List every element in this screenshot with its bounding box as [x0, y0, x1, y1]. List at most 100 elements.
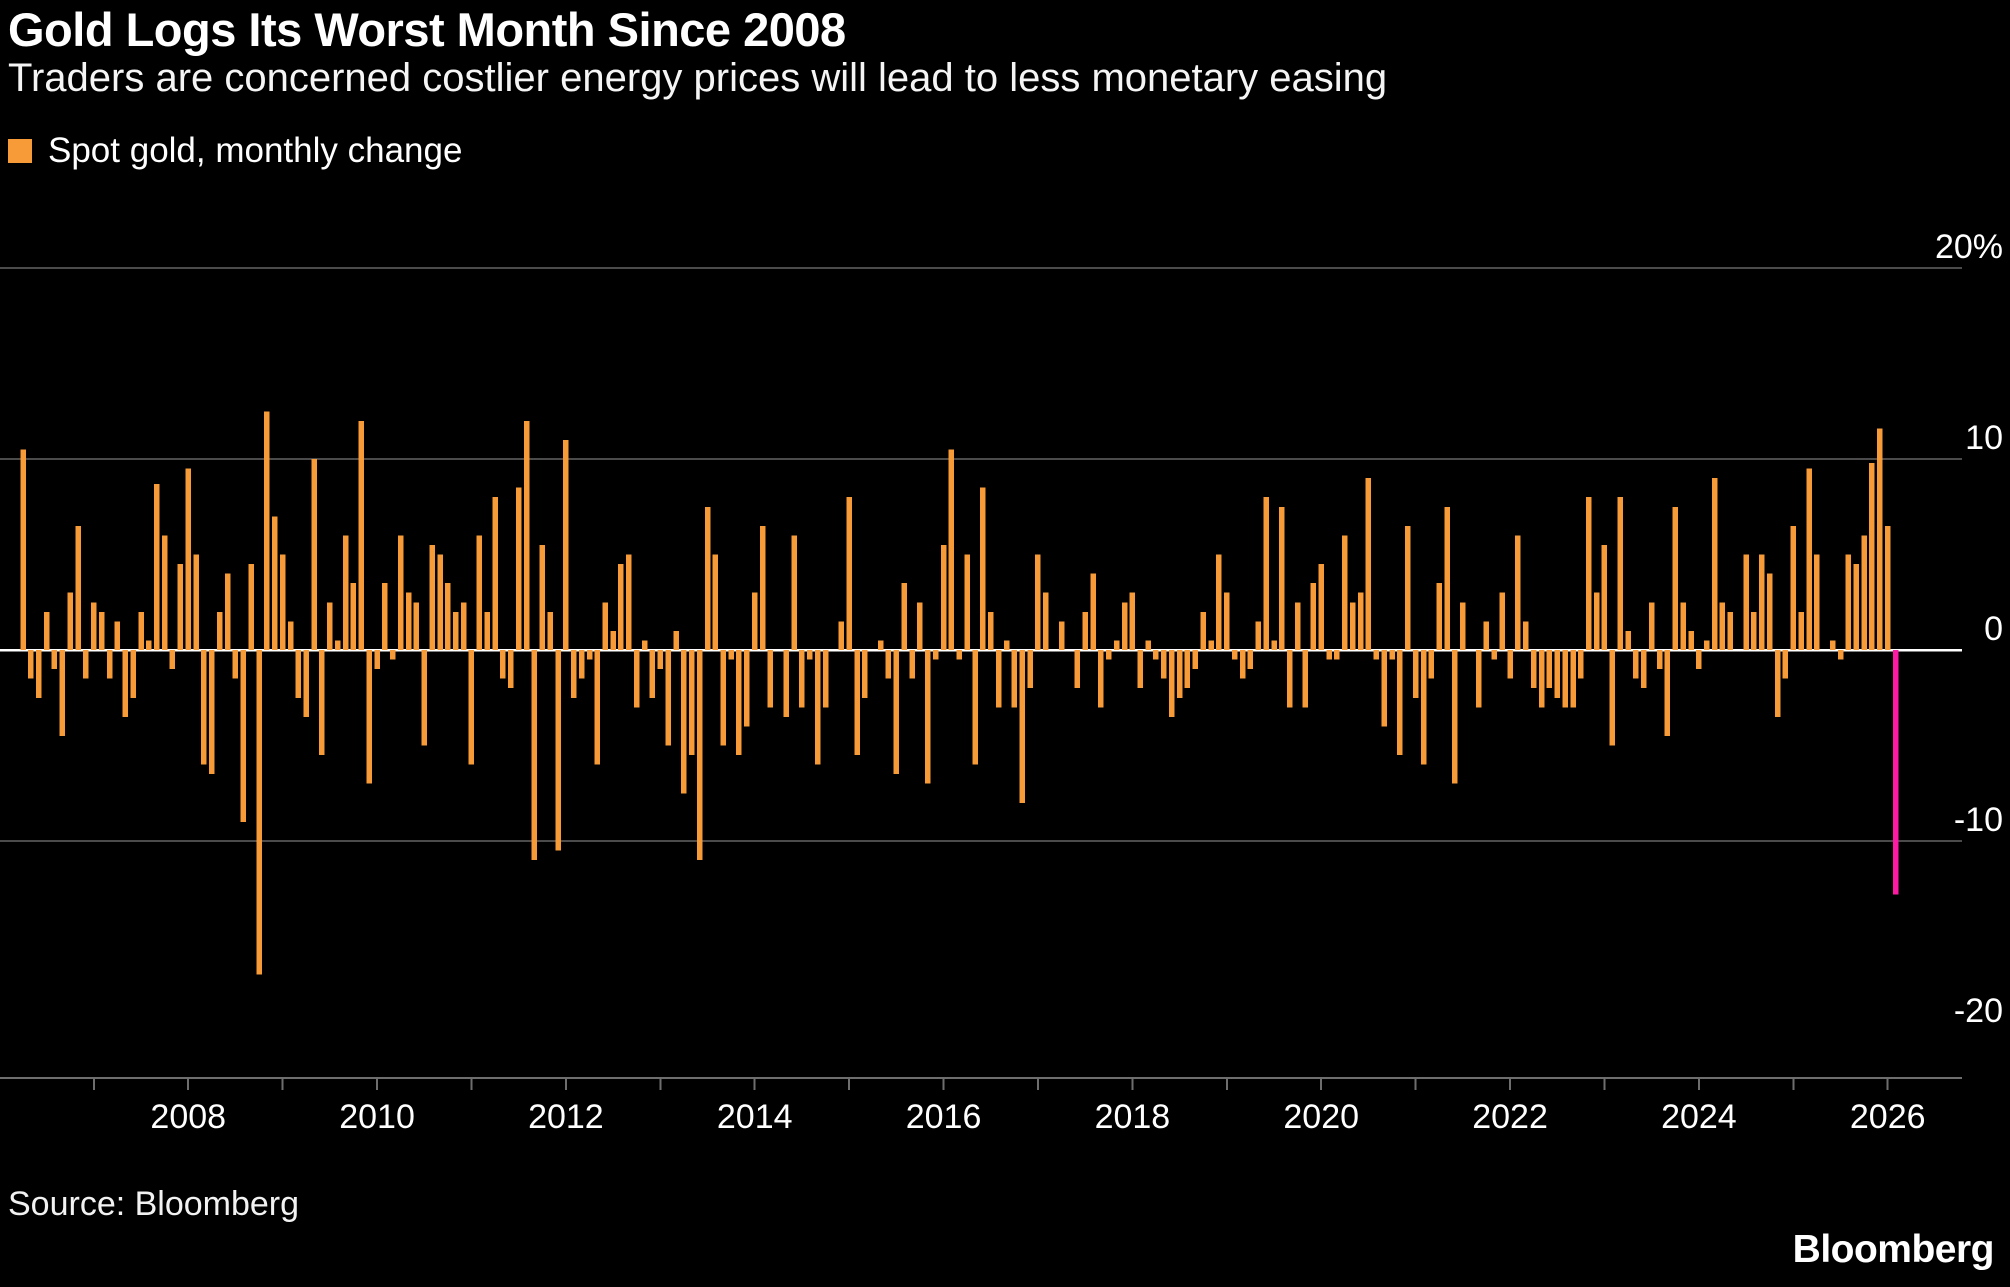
bar: [681, 650, 687, 794]
bar: [1507, 650, 1513, 679]
bar: [689, 650, 695, 756]
bar: [1538, 650, 1545, 708]
bar: [1798, 611, 1804, 650]
bar: [1704, 640, 1710, 650]
bar: [1554, 650, 1561, 698]
x-axis-label: 2016: [906, 1098, 982, 1136]
bar: [940, 544, 947, 650]
bar: [704, 506, 711, 650]
bar: [980, 487, 986, 650]
bar: [248, 564, 254, 650]
bar: [460, 602, 467, 650]
bar: [1475, 650, 1482, 708]
bar: [1688, 630, 1694, 650]
bar: [1869, 462, 1875, 650]
bar: [1326, 650, 1332, 660]
bar: [28, 650, 34, 679]
bar: [1153, 650, 1159, 660]
bar: [193, 554, 199, 650]
bar: [256, 650, 262, 975]
x-axis-label: 2012: [528, 1098, 604, 1136]
bar: [279, 554, 286, 650]
bar: [1751, 611, 1757, 650]
bar: [201, 650, 207, 765]
bar: [1318, 564, 1324, 650]
bar: [1208, 640, 1214, 650]
x-axis-label: 2020: [1283, 1098, 1359, 1136]
bar: [1546, 650, 1553, 689]
bar: [1342, 535, 1348, 650]
bar: [138, 611, 144, 650]
bar: [114, 621, 121, 650]
bar: [1397, 650, 1403, 756]
bar: [1074, 650, 1081, 689]
bar: [1444, 506, 1450, 650]
bar: [1562, 650, 1568, 708]
bar: [744, 650, 750, 727]
bar: [303, 650, 309, 717]
bar: [91, 602, 97, 650]
bar: [563, 439, 569, 650]
bar: [791, 535, 797, 650]
bar: [964, 554, 970, 650]
bar: [932, 650, 939, 660]
bar: [405, 592, 412, 650]
bar: [358, 420, 365, 650]
bar: [547, 611, 553, 650]
bar: [287, 621, 294, 650]
bar: [1774, 650, 1781, 717]
bar: [1743, 554, 1749, 650]
bar: [1287, 650, 1293, 708]
bar: [484, 611, 490, 650]
bar: [1224, 592, 1230, 650]
bar: [342, 535, 349, 650]
bar: [20, 449, 26, 650]
bar: [626, 554, 632, 650]
bar: [948, 449, 955, 650]
bar: [1727, 611, 1734, 650]
bar: [862, 650, 868, 698]
bar: [374, 650, 380, 670]
bar: [106, 650, 113, 679]
bar: [1294, 602, 1301, 650]
bar: [311, 459, 317, 650]
bar: [1593, 592, 1600, 650]
bar: [1247, 650, 1254, 670]
bar: [43, 611, 50, 650]
bar: [657, 650, 664, 670]
bar: [539, 544, 546, 650]
bar: [264, 411, 270, 650]
bar: [1145, 640, 1151, 650]
bar: [51, 650, 58, 670]
bar: [1106, 650, 1112, 660]
bar: [1043, 592, 1049, 650]
bar: [1405, 525, 1411, 650]
bar: [1884, 525, 1891, 650]
bar: [500, 650, 506, 679]
bar: [1279, 506, 1285, 650]
bar: [146, 640, 152, 650]
bar: [1680, 602, 1686, 650]
x-axis-label: 2022: [1472, 1098, 1548, 1136]
bar: [877, 640, 884, 650]
bar: [492, 497, 498, 650]
bar: [35, 650, 42, 698]
bar: [75, 525, 81, 650]
bar: [1035, 554, 1041, 650]
bar: [1452, 650, 1458, 784]
bar: [1515, 535, 1521, 650]
bar-chart: 2008 2010 2012 2014 2016 2018 2020 2022 2024 2026…: [0, 190, 2010, 1150]
bar: [1200, 611, 1206, 650]
bar: [1696, 650, 1702, 670]
bar: [161, 535, 168, 650]
bar: [814, 650, 821, 765]
bar: [122, 650, 129, 717]
bar: [1019, 650, 1025, 803]
bar: [130, 650, 136, 698]
bar: [1837, 650, 1844, 660]
x-axis-label: 2014: [717, 1098, 793, 1136]
bar: [1373, 650, 1380, 660]
bar: [169, 650, 176, 670]
bar: [909, 650, 915, 679]
bar: [1310, 583, 1317, 650]
